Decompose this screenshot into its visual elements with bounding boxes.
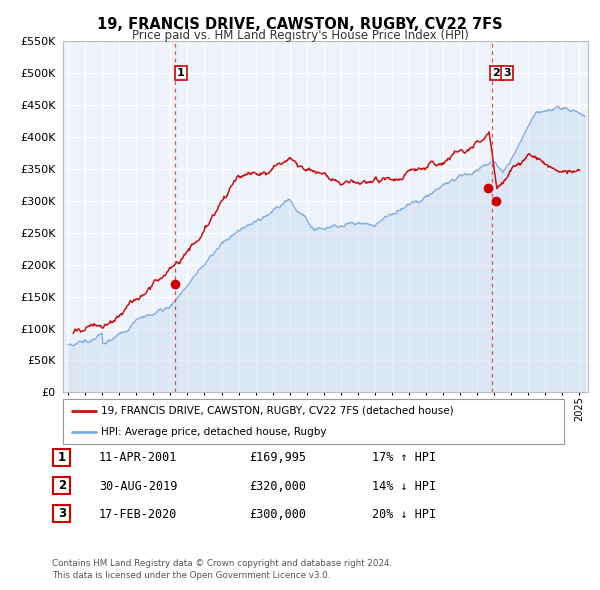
Text: 19, FRANCIS DRIVE, CAWSTON, RUGBY, CV22 7FS: 19, FRANCIS DRIVE, CAWSTON, RUGBY, CV22 … bbox=[97, 17, 503, 31]
Text: 3: 3 bbox=[58, 507, 66, 520]
Text: HPI: Average price, detached house, Rugby: HPI: Average price, detached house, Rugb… bbox=[101, 427, 326, 437]
Text: This data is licensed under the Open Government Licence v3.0.: This data is licensed under the Open Gov… bbox=[52, 571, 331, 579]
Text: 1: 1 bbox=[177, 68, 185, 78]
Text: £169,995: £169,995 bbox=[249, 451, 306, 464]
Text: 1: 1 bbox=[58, 451, 66, 464]
Text: 14% ↓ HPI: 14% ↓ HPI bbox=[372, 480, 436, 493]
Text: 17-FEB-2020: 17-FEB-2020 bbox=[99, 508, 178, 521]
Text: 11-APR-2001: 11-APR-2001 bbox=[99, 451, 178, 464]
Text: Contains HM Land Registry data © Crown copyright and database right 2024.: Contains HM Land Registry data © Crown c… bbox=[52, 559, 392, 568]
Text: 30-AUG-2019: 30-AUG-2019 bbox=[99, 480, 178, 493]
Text: Price paid vs. HM Land Registry's House Price Index (HPI): Price paid vs. HM Land Registry's House … bbox=[131, 30, 469, 42]
Text: 3: 3 bbox=[503, 68, 511, 78]
Text: 2: 2 bbox=[58, 479, 66, 492]
Text: 20% ↓ HPI: 20% ↓ HPI bbox=[372, 508, 436, 521]
Text: 2: 2 bbox=[493, 68, 500, 78]
Text: £320,000: £320,000 bbox=[249, 480, 306, 493]
Text: 19, FRANCIS DRIVE, CAWSTON, RUGBY, CV22 7FS (detached house): 19, FRANCIS DRIVE, CAWSTON, RUGBY, CV22 … bbox=[101, 406, 453, 416]
Text: £300,000: £300,000 bbox=[249, 508, 306, 521]
Text: 17% ↑ HPI: 17% ↑ HPI bbox=[372, 451, 436, 464]
